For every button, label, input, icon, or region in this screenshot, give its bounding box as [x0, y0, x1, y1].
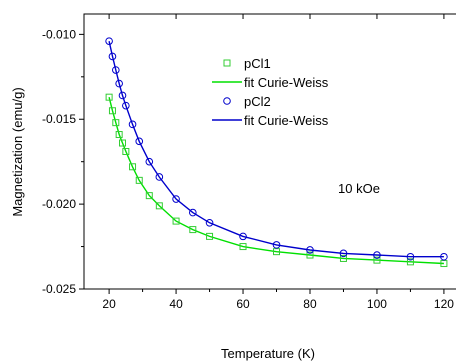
- data-point-pCl1: [112, 119, 120, 127]
- data-point-pCl1: [206, 232, 214, 240]
- legend-label: pCl1: [244, 56, 271, 71]
- legend: pCl1 fit Curie-Weiss pCl2 fit Curie-Weiss: [212, 56, 329, 128]
- y-tick-label: -0.010: [42, 27, 76, 41]
- x-tick-label: 80: [303, 297, 317, 311]
- data-point-pCl1: [108, 107, 116, 115]
- y-axis-title: Magnetization (emu/g): [10, 87, 25, 216]
- data-point-pCl2: [205, 218, 214, 227]
- data-point-pCl1: [172, 217, 180, 225]
- data-point-pCl1: [239, 243, 247, 251]
- data-point-pCl2: [306, 246, 314, 254]
- field-annotation: 10 kOe: [338, 181, 380, 196]
- data-point-pCl1: [189, 226, 197, 234]
- series-layer: [105, 37, 448, 268]
- data-point-pCl1: [129, 163, 137, 171]
- data-point-pCl2: [272, 241, 281, 249]
- legend-label: pCl2: [244, 94, 271, 109]
- y-tick-label: -0.025: [42, 282, 76, 296]
- x-tick-label: 60: [236, 297, 250, 311]
- legend-label: fit Curie-Weiss: [244, 113, 329, 128]
- data-point-pCl1: [119, 139, 127, 147]
- legend-label: fit Curie-Weiss: [244, 75, 329, 90]
- data-point-pCl2: [112, 66, 120, 74]
- data-point-pCl2: [155, 173, 164, 181]
- axis-ticks: 20 40 60 80 100 120 -0.010 -0.015 -0.020 -0.025: [42, 14, 454, 311]
- data-point-pCl2: [128, 120, 137, 129]
- data-point-pCl1: [135, 176, 143, 184]
- data-point-pCl1: [373, 256, 381, 264]
- data-point-pCl2: [135, 137, 144, 146]
- x-tick-label: 100: [367, 297, 387, 311]
- data-point-pCl1: [105, 93, 113, 101]
- data-point-pCl1: [306, 251, 314, 259]
- data-point-pCl2: [339, 249, 348, 258]
- data-point-pCl2: [172, 195, 180, 203]
- data-point-pCl1: [339, 254, 347, 262]
- series-line-1: [108, 97, 444, 265]
- data-point-pCl2: [189, 208, 197, 217]
- y-tick-label: -0.015: [42, 112, 76, 126]
- x-tick-label: 40: [169, 297, 183, 311]
- series-line-3: [108, 41, 444, 258]
- x-axis-title: Temperature (K): [221, 346, 315, 361]
- data-point-pCl1: [145, 192, 153, 200]
- data-point-pCl2: [145, 157, 154, 166]
- data-point-pCl1: [122, 148, 130, 155]
- x-tick-label: 20: [102, 297, 116, 311]
- data-point-pCl1: [155, 202, 163, 210]
- data-point-pCl1: [406, 258, 414, 266]
- data-point-pCl2: [122, 101, 130, 110]
- legend-marker-circle: [223, 97, 231, 105]
- data-point-pCl2: [118, 91, 127, 100]
- data-point-pCl2: [239, 232, 247, 241]
- data-point-pCl2: [440, 252, 448, 261]
- data-point-pCl2: [406, 252, 415, 261]
- data-point-pCl2: [373, 251, 381, 259]
- data-point-pCl2: [105, 37, 113, 45]
- data-point-pCl1: [115, 131, 123, 139]
- data-point-pCl2: [108, 52, 117, 61]
- data-point-pCl2: [115, 79, 123, 88]
- x-tick-label: 120: [434, 297, 454, 311]
- y-tick-label: -0.020: [42, 197, 76, 211]
- legend-marker-square: [223, 59, 231, 67]
